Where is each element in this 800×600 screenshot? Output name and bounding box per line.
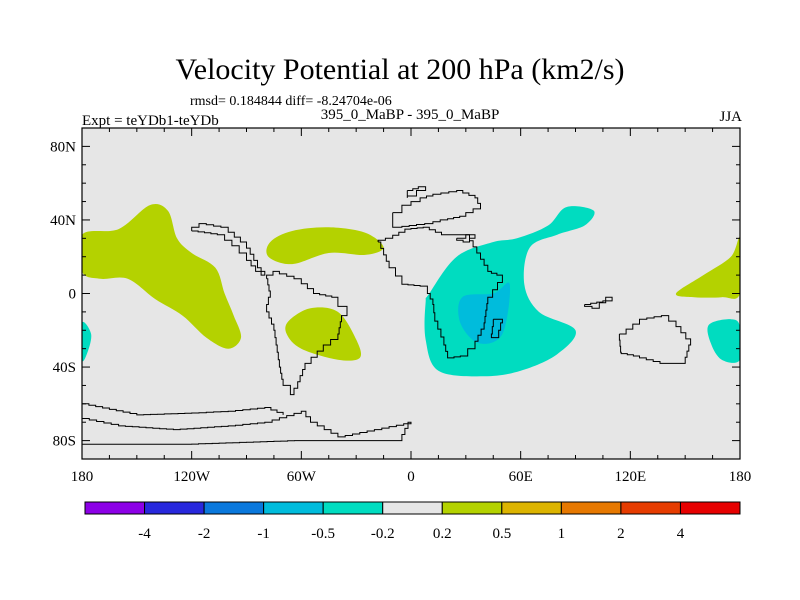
colorbar-swatch	[679, 501, 741, 515]
colorbar-label: -2	[198, 526, 211, 542]
contour-region-7	[707, 319, 740, 363]
contour-region-0	[82, 204, 242, 349]
coastline-3	[191, 223, 266, 276]
x-tick-label: 0	[407, 469, 415, 485]
chart-title: Velocity Potential at 200 hPa (km2/s)	[175, 53, 625, 86]
contour-region-6	[82, 321, 92, 362]
colorbar-swatch	[84, 501, 146, 515]
coastline-5	[456, 234, 476, 243]
contour-region-5	[458, 282, 511, 344]
case-label: 395_0_MaBP - 395_0_MaBP	[320, 107, 500, 123]
colorbar-label: 0.2	[433, 526, 452, 542]
colorbar-swatch	[441, 501, 503, 515]
coastline-9	[82, 410, 412, 445]
y-tick-label: 40S	[53, 360, 76, 376]
contour-region-1	[266, 227, 384, 265]
contour-region-3	[675, 237, 740, 299]
colorbar-layer: -4 -2 -1 -0.5 -0.2 0.2 0.5 1 2 4	[84, 501, 741, 542]
coastline-10	[82, 403, 284, 416]
colorbar-label: 2	[617, 526, 625, 542]
colorbar-swatch	[263, 501, 324, 515]
coastline-1	[377, 226, 503, 359]
colorbar-swatch	[203, 501, 265, 515]
x-tick-label: 180	[729, 469, 752, 485]
colorbar-label: 0.5	[492, 526, 511, 542]
coastline-6	[490, 318, 503, 339]
colorbar-swatch	[322, 501, 384, 515]
x-tick-label: 60W	[287, 469, 317, 485]
coastline-8	[618, 315, 692, 364]
colorbar-label: -0.2	[371, 526, 395, 542]
coastline-0	[392, 190, 481, 228]
y-tick-label: 80S	[53, 434, 76, 450]
map-layer	[82, 128, 740, 459]
x-tick-label: 120W	[173, 469, 211, 485]
colorbar-swatch	[501, 501, 562, 515]
x-tick-label: 60E	[509, 469, 533, 485]
coastline-7	[584, 296, 613, 309]
y-tick-label: 80N	[50, 139, 76, 155]
coastline-4	[406, 186, 427, 198]
colorbar-label: 1	[558, 526, 566, 542]
colorbar-swatch	[144, 501, 205, 515]
colorbar-swatch	[620, 501, 681, 515]
contour-region-2	[285, 307, 362, 361]
colorbar-swatch	[382, 501, 443, 515]
colorbar-swatch	[560, 501, 622, 515]
season-label: JJA	[719, 109, 742, 125]
x-tick-label: 120E	[614, 469, 646, 485]
coastline-2	[266, 270, 348, 396]
colorbar-label: 4	[677, 526, 685, 542]
axes-layer: 180 120W 60W 0 60E 120E 180 80N 40N 0 40S 80S	[50, 127, 752, 485]
colorbar-label: -1	[257, 526, 270, 542]
colorbar-label: -0.5	[311, 526, 335, 542]
colorbar-label: -4	[138, 526, 151, 542]
y-tick-label: 40N	[50, 213, 76, 229]
experiment-label: Expt = teYDb1-teYDb	[82, 113, 219, 129]
y-tick-label: 0	[69, 287, 77, 303]
stats-text: rmsd= 0.184844 diff= -8.24704e-06	[190, 94, 392, 109]
x-tick-label: 180	[71, 469, 94, 485]
